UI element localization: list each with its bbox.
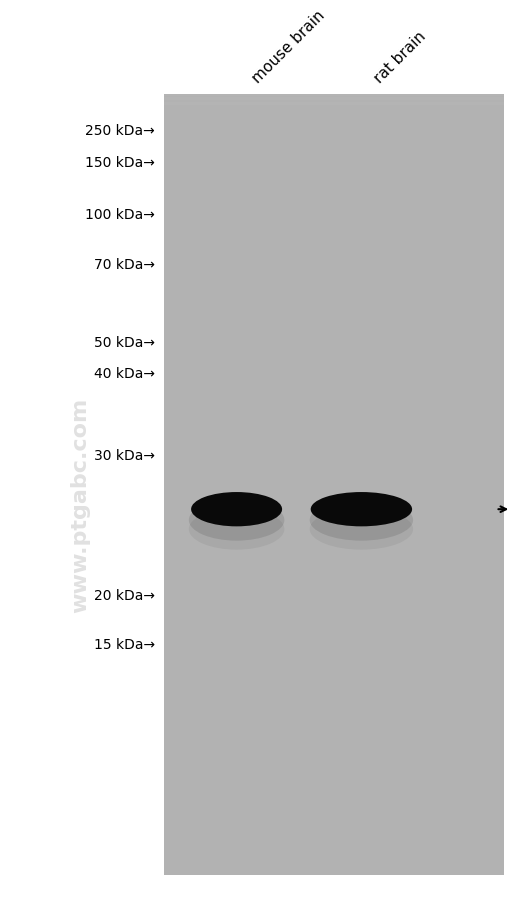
Ellipse shape	[311, 492, 412, 527]
Text: 250 kDa→: 250 kDa→	[85, 124, 155, 138]
Text: rat brain: rat brain	[372, 29, 429, 86]
Text: 40 kDa→: 40 kDa→	[94, 366, 155, 381]
Ellipse shape	[191, 492, 282, 527]
Text: 15 kDa→: 15 kDa→	[94, 637, 155, 651]
Ellipse shape	[189, 509, 284, 550]
Bar	[164, 95, 504, 875]
Text: 30 kDa→: 30 kDa→	[94, 448, 155, 463]
Ellipse shape	[189, 500, 284, 541]
Text: 20 kDa→: 20 kDa→	[94, 588, 155, 603]
Text: 50 kDa→: 50 kDa→	[94, 336, 155, 350]
Ellipse shape	[310, 509, 413, 550]
Text: 150 kDa→: 150 kDa→	[85, 155, 155, 170]
Ellipse shape	[310, 500, 413, 541]
Text: mouse brain: mouse brain	[250, 7, 328, 86]
Text: 100 kDa→: 100 kDa→	[85, 207, 155, 222]
Text: www.ptgabc.com: www.ptgabc.com	[71, 398, 90, 612]
Text: 70 kDa→: 70 kDa→	[94, 258, 155, 272]
